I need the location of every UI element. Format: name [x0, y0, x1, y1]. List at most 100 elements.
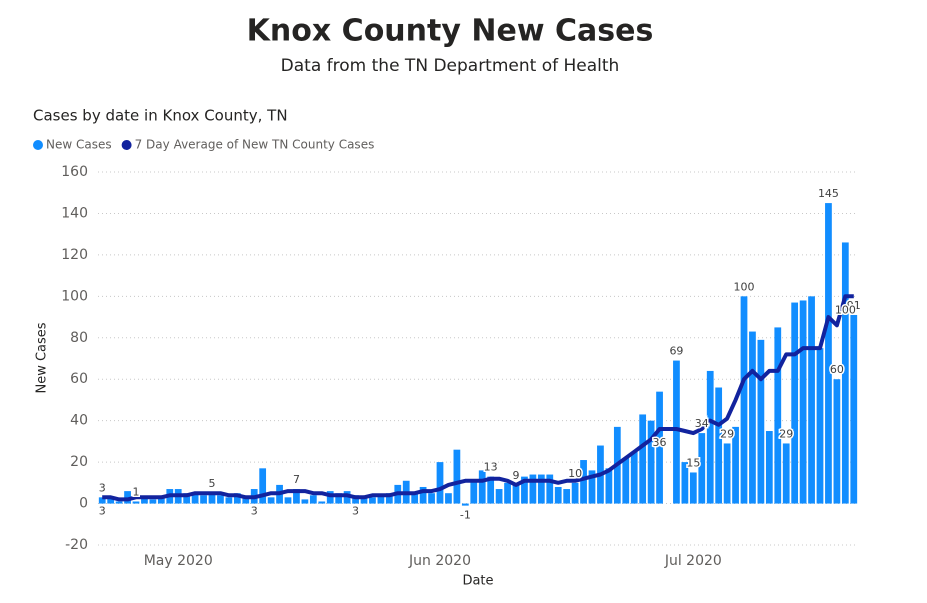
bar [605, 468, 613, 504]
bar [183, 493, 191, 504]
legend-label: 7 Day Average of New TN County Cases [135, 138, 375, 152]
bar [132, 501, 140, 504]
data-label: 9 [513, 469, 520, 482]
data-label: 7 [293, 473, 300, 486]
data-label: 91 [847, 299, 861, 312]
bar [301, 499, 309, 504]
data-label: 69 [669, 345, 683, 358]
chart-title: Knox County New Cases [247, 14, 654, 49]
bar [749, 331, 756, 504]
data-label: 10 [568, 467, 582, 480]
bar [453, 449, 461, 504]
bar [698, 433, 706, 504]
bar [673, 360, 680, 504]
data-label: 13 [484, 461, 498, 474]
data-label: 60 [830, 363, 844, 376]
bar [225, 497, 233, 504]
bar [537, 474, 545, 504]
y-tick-label: 120 [61, 247, 88, 263]
data-label: 34 [695, 417, 709, 430]
bar [124, 491, 131, 504]
bar [335, 493, 343, 504]
bar [580, 460, 587, 504]
y-axis-label: New Cases [35, 322, 50, 393]
y-tick-label: 0 [79, 496, 88, 512]
bar [706, 370, 714, 504]
x-axis-label: Date [462, 574, 493, 589]
data-label: 100 [734, 280, 755, 293]
y-tick-label: 40 [70, 413, 88, 429]
bar [419, 486, 427, 504]
bar [141, 497, 148, 504]
legend-marker [121, 140, 132, 150]
y-tick-label: 140 [61, 205, 88, 221]
bar [816, 348, 824, 504]
bar [445, 493, 452, 504]
y-tick-label: 100 [61, 288, 88, 304]
bar [647, 420, 655, 504]
bar [825, 203, 832, 504]
bar [157, 497, 165, 504]
x-tick-label: Jul 2020 [664, 553, 722, 569]
bar [571, 482, 579, 504]
x-tick-label: Jun 2020 [408, 553, 471, 569]
data-label: 3 [251, 504, 258, 517]
bar [326, 491, 334, 504]
bar [487, 476, 495, 504]
bar [504, 482, 511, 504]
bar [360, 497, 368, 504]
bar [369, 497, 376, 504]
data-label: 5 [209, 477, 216, 490]
bar [554, 486, 562, 504]
data-label: -1 [460, 509, 471, 522]
bar [208, 493, 216, 504]
line [102, 294, 854, 502]
data-label: 29 [720, 427, 734, 440]
y-tick-label: 20 [70, 454, 88, 470]
bar [689, 472, 697, 504]
bar [284, 497, 292, 504]
bar [411, 493, 419, 504]
bar [546, 474, 554, 504]
data-label: 29 [779, 427, 793, 440]
data-label: 1 [133, 485, 140, 498]
bar [233, 493, 241, 504]
y-tick-label: 60 [70, 371, 88, 387]
y-tick-label: 80 [70, 330, 88, 346]
bar [149, 499, 157, 504]
data-label: 3 [99, 504, 106, 517]
bar [808, 296, 815, 504]
chart-subtitle: Data from the TN Department of Health [281, 56, 620, 76]
bar [385, 493, 393, 504]
bar [293, 489, 300, 504]
bar [512, 484, 520, 504]
bar [521, 476, 528, 504]
bar [98, 497, 106, 504]
data-label: 36 [653, 436, 667, 449]
bar [715, 387, 723, 504]
data-label: 15 [686, 456, 700, 469]
bar [309, 495, 317, 504]
bar [107, 497, 115, 504]
bar [217, 495, 224, 504]
bar [622, 457, 630, 504]
bar [352, 495, 359, 504]
bar [782, 443, 790, 504]
bar [495, 489, 503, 504]
bar [563, 489, 571, 504]
y-tick-label: 160 [61, 164, 88, 180]
bar [267, 497, 275, 504]
bar [478, 470, 486, 504]
bar [723, 443, 731, 504]
bar [681, 462, 689, 504]
bar [529, 474, 537, 504]
bar [318, 501, 326, 504]
data-label: 145 [818, 187, 839, 200]
bar [639, 414, 647, 504]
bar [757, 339, 765, 504]
bar [461, 503, 469, 506]
bar [428, 493, 435, 504]
bar [765, 431, 773, 504]
bar [588, 470, 596, 504]
